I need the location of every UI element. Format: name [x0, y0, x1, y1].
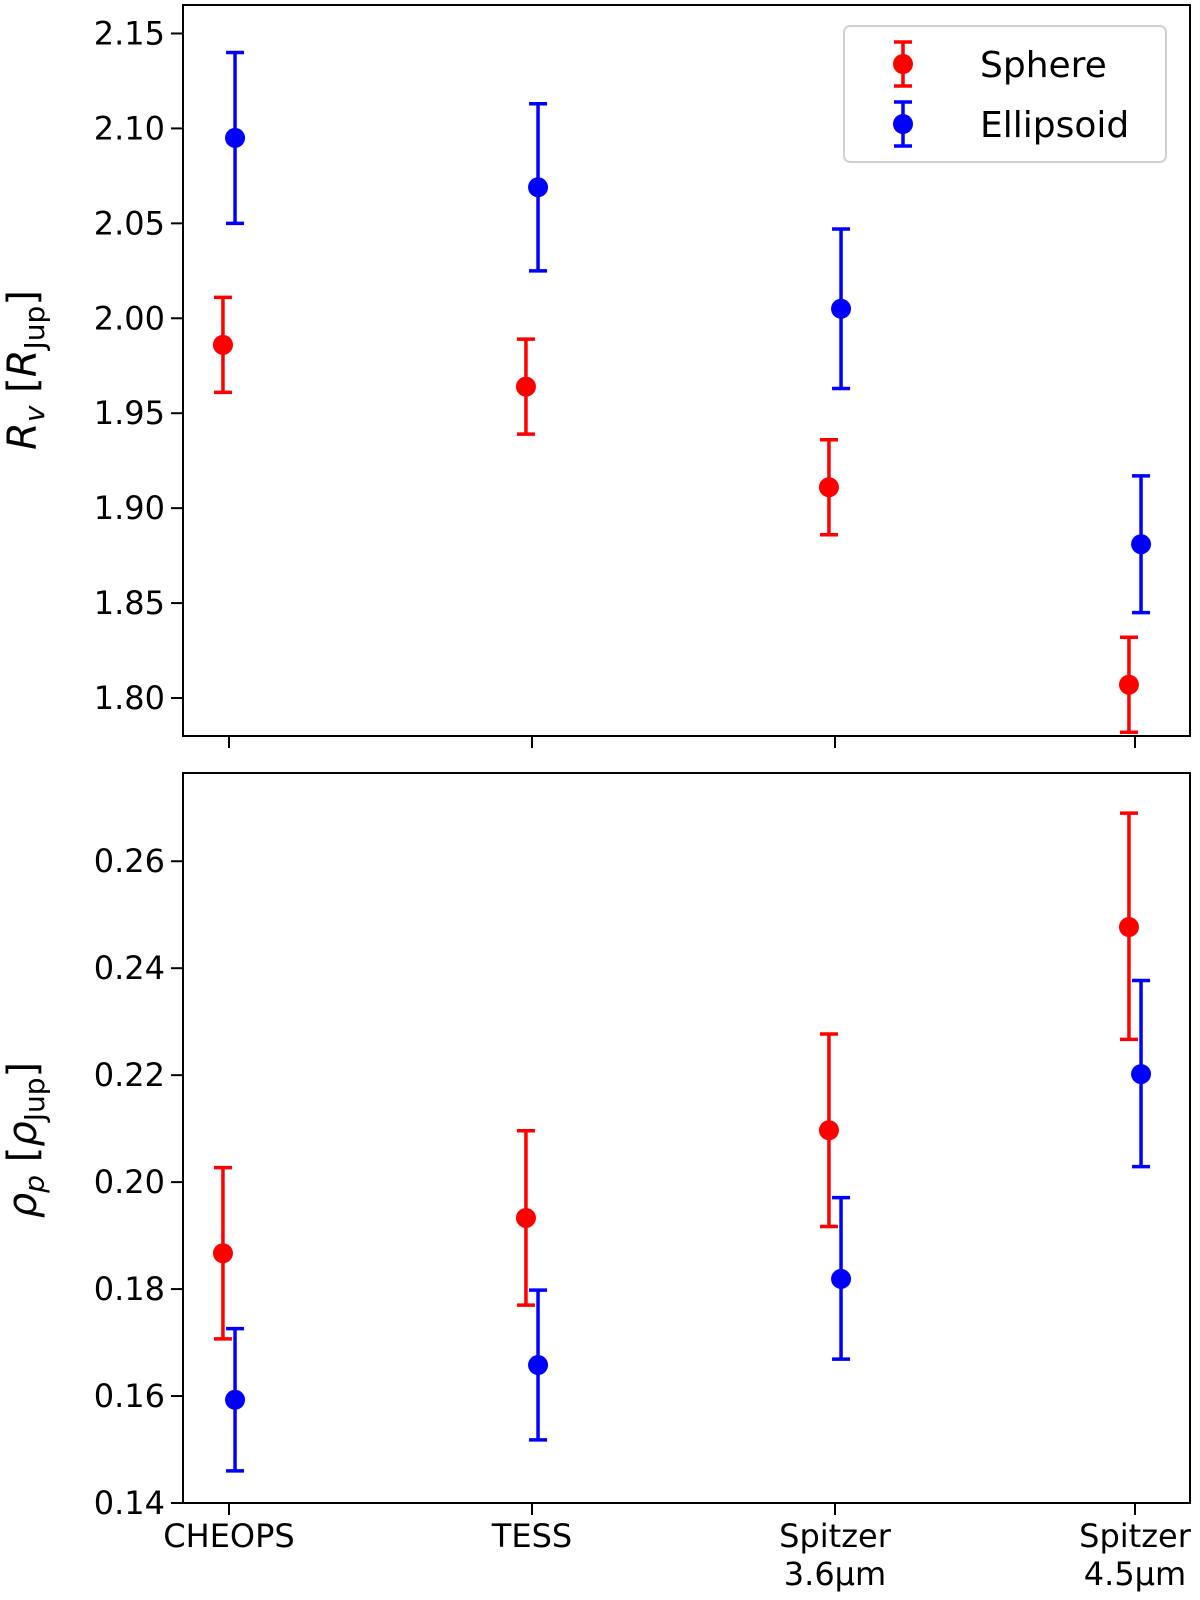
y-tick-label: 0.22: [94, 1056, 165, 1094]
y-tick-label: 1.85: [94, 584, 165, 622]
y-tick-label: 2.00: [94, 299, 165, 337]
data-point: [212, 334, 233, 355]
y-tick-label: 1.80: [94, 679, 165, 717]
y-tick-label: 0.16: [94, 1377, 165, 1415]
data-point: [818, 477, 839, 498]
data-point: [1131, 534, 1152, 555]
data-point: [831, 1268, 852, 1289]
data-point: [818, 1120, 839, 1141]
series-ellipsoid: [225, 50, 1152, 615]
data-point: [528, 1355, 549, 1376]
plot-frame: [182, 772, 1191, 1504]
panel-2: 0.14 0.16 0.18 0.20 0.22 0.24 0.26 ρp [ρJup]: [0, 772, 1191, 1522]
legend-marker: [893, 54, 913, 74]
data-point: [1118, 674, 1139, 695]
data-point: [1131, 1064, 1152, 1085]
legend-label: Ellipsoid: [980, 105, 1129, 146]
y-tick-label: 0.24: [94, 949, 165, 987]
data-point: [225, 1389, 246, 1410]
x-tick-label: CHEOPS: [163, 1517, 294, 1555]
y-tick-label: 0.20: [94, 1163, 165, 1201]
legend: Sphere Ellipsoid: [843, 25, 1167, 163]
data-point: [1118, 917, 1139, 938]
legend-box: [843, 25, 1167, 163]
data-point: [528, 177, 549, 198]
plot-frame: [182, 4, 1191, 737]
y-tick-label: 0.26: [94, 842, 165, 880]
data-point: [831, 298, 852, 319]
y-axis-label: ρp [ρJup]: [0, 1062, 51, 1218]
legend-marker: [893, 114, 913, 134]
data-point: [212, 1243, 233, 1264]
x-tick-label: Spitzer 4.5μm: [1079, 1517, 1192, 1593]
legend-label: Sphere: [980, 45, 1107, 86]
series-ellipsoid: [225, 978, 1152, 1473]
data-point: [225, 127, 246, 148]
y-tick-label: 1.90: [94, 489, 165, 527]
series-sphere: [212, 295, 1139, 734]
panel-1: 1.80 1.85 1.90 1.95 2.00 2.05 2.10 2.15 Rv [RJup…: [0, 4, 1191, 748]
data-point: [515, 376, 536, 397]
y-tick-label: 2.15: [94, 14, 165, 52]
series-sphere: [212, 811, 1139, 1341]
y-tick-label: 0.14: [94, 1484, 165, 1522]
y-axis-label: Rv [RJup]: [0, 290, 51, 450]
y-tick-label: 2.10: [94, 109, 165, 147]
x-tick-label: Spitzer 3.6μm: [779, 1517, 892, 1593]
y-tick-label: 2.05: [94, 204, 165, 242]
x-tick-label: TESS: [491, 1517, 572, 1555]
y-tick-label: 0.18: [94, 1270, 165, 1308]
data-point: [515, 1207, 536, 1228]
y-tick-label: 1.95: [94, 394, 165, 432]
